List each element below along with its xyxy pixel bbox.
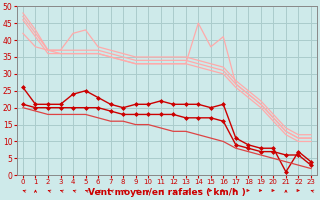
X-axis label: Vent moyen/en rafales ( km/h ): Vent moyen/en rafales ( km/h )	[88, 188, 246, 197]
